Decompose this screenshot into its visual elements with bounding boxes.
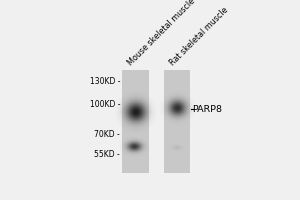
Text: 55KD -: 55KD - [94, 150, 120, 159]
Text: 70KD -: 70KD - [94, 130, 120, 139]
Text: PARP8: PARP8 [192, 105, 222, 114]
Text: 100KD -: 100KD - [89, 100, 120, 109]
Bar [122, 70, 148, 173]
Bar [164, 70, 190, 173]
Text: Mouse skeletal muscle: Mouse skeletal muscle [127, 0, 197, 67]
Text: 130KD -: 130KD - [89, 77, 120, 86]
Text: Rat skeletal muscle: Rat skeletal muscle [168, 5, 230, 67]
